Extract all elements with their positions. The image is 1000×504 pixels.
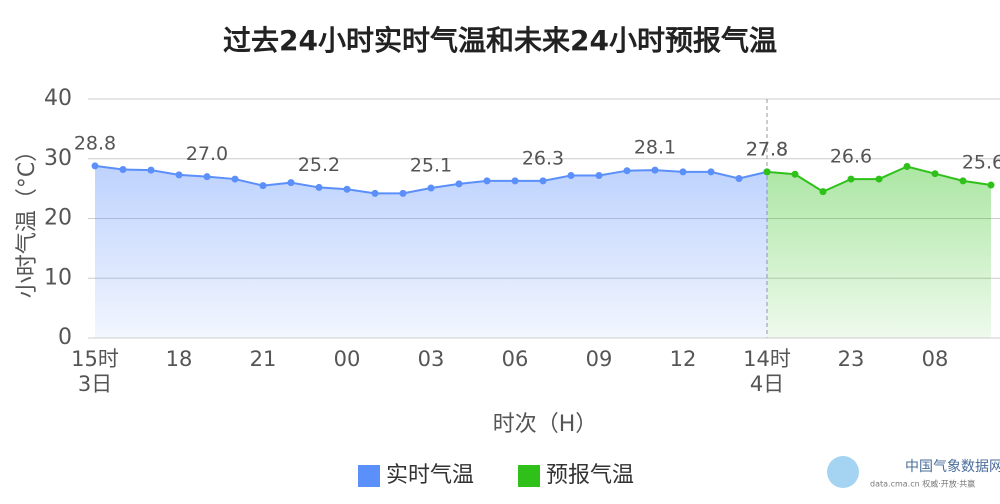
data-label: 27.0 bbox=[186, 143, 228, 165]
x-axis-label: 时次（H） bbox=[493, 412, 598, 437]
x-tick-label: 18 bbox=[166, 347, 193, 371]
y-tick-label: 0 bbox=[58, 325, 72, 350]
data-label: 28.8 bbox=[74, 132, 116, 154]
x-tick-label: 15时 bbox=[71, 347, 119, 371]
x-tick-label: 14时 bbox=[743, 347, 791, 371]
point bbox=[287, 179, 295, 187]
point bbox=[91, 162, 99, 170]
legend-swatch bbox=[358, 465, 380, 487]
data-label: 28.1 bbox=[634, 137, 676, 159]
point bbox=[203, 173, 211, 181]
area bbox=[95, 165, 767, 338]
point bbox=[567, 171, 575, 179]
point bbox=[903, 163, 911, 171]
point bbox=[651, 166, 659, 174]
x-tick-date: 4日 bbox=[750, 372, 784, 396]
point bbox=[483, 177, 491, 185]
point bbox=[511, 177, 519, 185]
y-tick-label: 20 bbox=[44, 206, 72, 231]
data-label: 25.6 bbox=[962, 152, 1000, 174]
y-tick-label: 30 bbox=[44, 146, 72, 171]
point bbox=[315, 183, 323, 191]
point bbox=[707, 168, 715, 176]
area bbox=[767, 166, 991, 338]
point bbox=[931, 170, 939, 178]
x-tick-label: 12 bbox=[670, 347, 697, 371]
point bbox=[343, 185, 351, 193]
x-tick-label: 21 bbox=[250, 347, 277, 371]
point bbox=[819, 188, 827, 196]
x-tick-label: 03 bbox=[418, 347, 445, 371]
data-label: 25.1 bbox=[410, 155, 452, 177]
legend-label: 实时气温 bbox=[386, 463, 474, 488]
point bbox=[371, 189, 379, 197]
point bbox=[623, 167, 631, 175]
y-tick-label: 10 bbox=[44, 265, 72, 290]
watermark-tagline: data.cma.cn 权威·开放·共赢 bbox=[870, 479, 975, 489]
data-label: 27.8 bbox=[746, 138, 788, 160]
point bbox=[231, 175, 239, 183]
x-tick-label: 00 bbox=[334, 347, 361, 371]
x-tick-label: 09 bbox=[586, 347, 613, 371]
data-label: 26.3 bbox=[522, 147, 564, 169]
point bbox=[119, 166, 127, 174]
x-tick-label: 23 bbox=[838, 347, 865, 371]
data-label: 25.2 bbox=[298, 154, 340, 176]
y-tick-label: 40 bbox=[44, 86, 72, 111]
data-label: 26.6 bbox=[830, 146, 872, 168]
point bbox=[147, 166, 155, 174]
point bbox=[399, 189, 407, 197]
watermark-logo bbox=[827, 456, 859, 488]
x-tick-date: 3日 bbox=[78, 372, 112, 396]
point bbox=[791, 170, 799, 178]
point bbox=[959, 177, 967, 185]
point bbox=[763, 168, 771, 176]
chart-title: 过去24小时实时气温和未来24小时预报气温 bbox=[223, 24, 777, 57]
point bbox=[987, 181, 995, 189]
legend-label: 预报气温 bbox=[546, 463, 634, 488]
point bbox=[875, 175, 883, 183]
point bbox=[539, 177, 547, 185]
y-axis-label: 小时气温（°C） bbox=[15, 140, 40, 298]
watermark-name: 中国气象数据网 bbox=[905, 459, 1000, 475]
point bbox=[455, 180, 463, 188]
point bbox=[175, 171, 183, 179]
data-label: 27.8 bbox=[746, 138, 788, 160]
point bbox=[427, 184, 435, 192]
point bbox=[847, 175, 855, 183]
point bbox=[595, 171, 603, 179]
point bbox=[679, 168, 687, 176]
legend-swatch bbox=[518, 465, 540, 487]
x-tick-label: 08 bbox=[922, 347, 949, 371]
point bbox=[259, 182, 267, 190]
point bbox=[735, 174, 743, 182]
x-tick-label: 06 bbox=[502, 347, 529, 371]
